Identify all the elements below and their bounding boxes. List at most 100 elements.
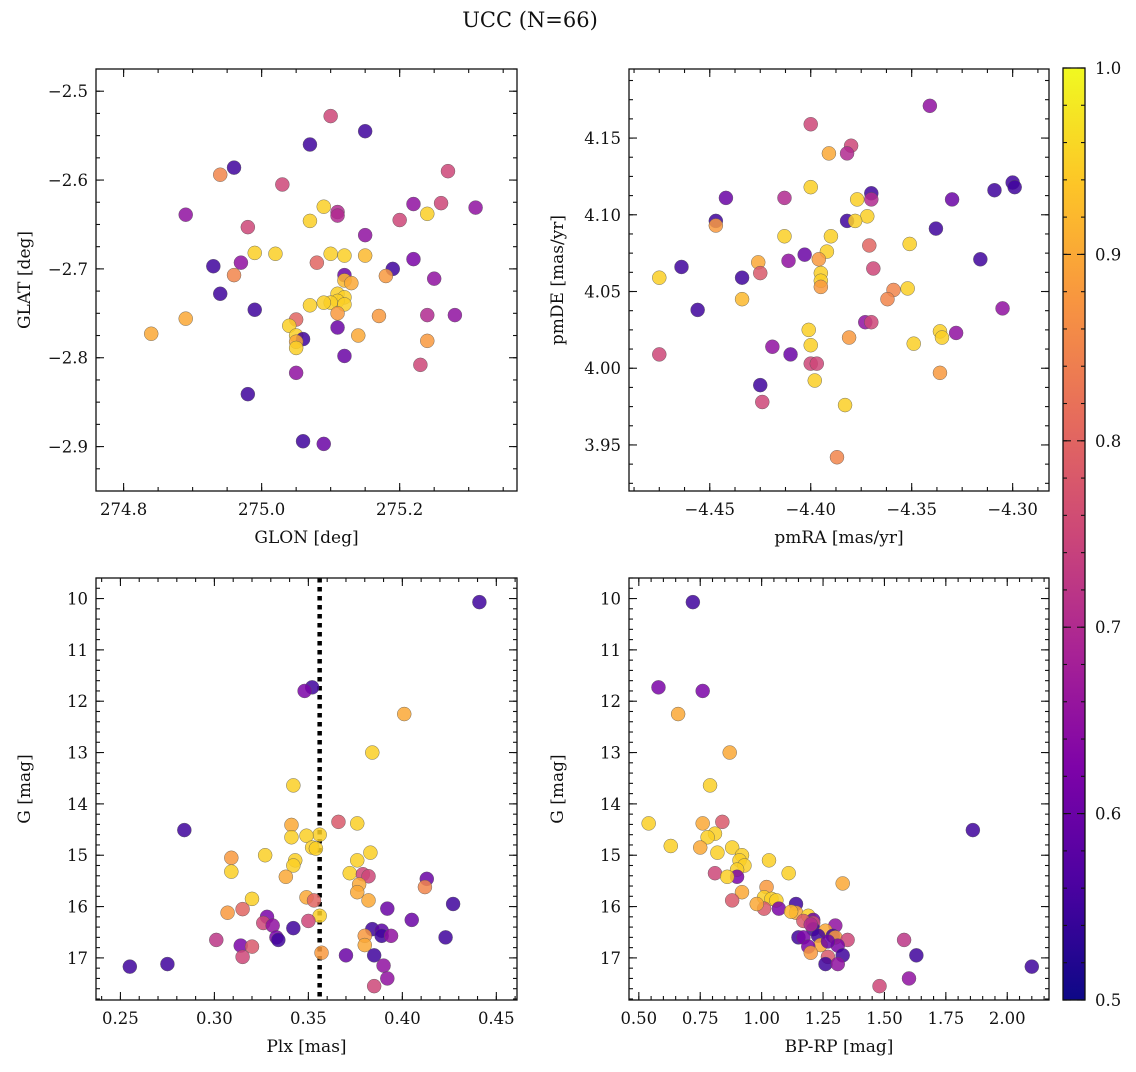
data-point	[302, 213, 318, 229]
data-point	[271, 932, 286, 948]
scatter-points	[652, 98, 1022, 465]
x-axis-label: GLON [deg]	[254, 528, 358, 548]
data-point	[818, 956, 833, 972]
scatter-points	[144, 108, 483, 452]
data-point	[674, 259, 689, 275]
panel-pmra_pmde: −4.45 −4.40 −4.35 −4.30 3.95 4.00 4.05 4.10 4.15…	[548, 68, 1050, 548]
data-point	[206, 259, 221, 274]
data-point	[641, 816, 656, 831]
data-point	[841, 330, 857, 345]
data-point	[901, 971, 917, 986]
data-point	[247, 302, 262, 317]
data-point	[406, 251, 421, 267]
scatter-points	[641, 594, 1040, 994]
data-point	[286, 858, 301, 873]
data-point	[734, 884, 750, 900]
data-point	[342, 865, 357, 881]
data-point	[880, 291, 895, 307]
data-point	[862, 238, 877, 253]
data-point	[987, 183, 1002, 198]
axes-frame	[95, 577, 518, 1001]
data-point	[438, 930, 453, 945]
panel-glon_glat: 274.8 275.0 275.2 −2.5 −2.6 −2.7 −2.8 −2.9 GLON …	[15, 68, 518, 548]
y-tick-label: 17	[67, 949, 88, 968]
data-point	[365, 745, 380, 760]
data-point	[811, 252, 827, 267]
data-point	[309, 255, 325, 270]
data-point	[257, 848, 273, 863]
data-point	[323, 108, 338, 124]
data-point	[749, 896, 764, 912]
y-tick-label: 14	[600, 795, 621, 814]
y-axis-label: GLAT [deg]	[15, 231, 35, 329]
data-point	[224, 850, 239, 865]
data-point	[278, 869, 294, 884]
data-point	[734, 291, 750, 307]
data-point	[803, 338, 818, 353]
data-point	[288, 365, 304, 381]
data-point	[357, 123, 373, 139]
panel-bprp_g: 0.50 0.75 1.00 1.25 1.50 1.75 2.00 10 11 12 13 14 15…	[548, 577, 1050, 1057]
data-point	[695, 683, 710, 699]
data-point	[829, 450, 845, 465]
y-axis-label: pmDE [mas/yr]	[548, 215, 568, 345]
data-point	[350, 816, 365, 831]
data-point	[472, 594, 487, 610]
data-point	[801, 322, 816, 338]
data-point	[847, 213, 863, 229]
data-point	[244, 891, 260, 907]
data-point	[357, 227, 373, 243]
data-point	[781, 253, 796, 269]
data-point	[995, 301, 1010, 316]
x-tick-label: 1.50	[866, 1009, 903, 1028]
x-tick-label: −4.45	[684, 500, 735, 519]
data-point	[213, 167, 228, 182]
data-point	[361, 893, 376, 908]
y-tick-label: 16	[67, 898, 88, 917]
x-tick-label: 2.00	[989, 1009, 1026, 1028]
colorbar-tick-label: 0.6	[1095, 805, 1121, 824]
data-point	[344, 275, 359, 291]
data-point	[447, 307, 463, 323]
data-point	[835, 876, 850, 891]
data-point	[244, 939, 260, 954]
x-axis-label: Plx [mas]	[266, 1037, 346, 1057]
data-point	[361, 869, 376, 884]
data-point	[306, 893, 322, 908]
data-point	[1007, 179, 1022, 195]
data-point	[226, 267, 242, 283]
data-point	[693, 840, 708, 855]
data-point	[900, 281, 915, 296]
data-point	[316, 295, 331, 310]
data-point	[314, 945, 329, 960]
y-tick-label: −2.7	[48, 260, 88, 279]
data-point	[902, 236, 917, 252]
data-point	[700, 830, 715, 845]
data-point	[420, 307, 435, 323]
data-point	[247, 245, 262, 261]
data-point	[366, 978, 382, 994]
data-point	[224, 864, 239, 879]
data-point	[297, 683, 312, 699]
data-point	[753, 265, 768, 281]
colorbar-tick-label: 1.0	[1095, 59, 1121, 78]
data-point	[330, 306, 345, 321]
data-point	[670, 706, 686, 722]
data-point	[417, 879, 433, 895]
data-point	[209, 932, 224, 948]
y-tick-label: 11	[67, 641, 88, 660]
data-point	[420, 333, 435, 349]
data-point	[144, 326, 159, 341]
x-tick-label: 0.25	[102, 1009, 139, 1028]
data-point	[350, 884, 365, 900]
data-point	[809, 356, 824, 371]
data-point	[720, 869, 735, 884]
data-point	[371, 308, 387, 324]
data-point	[383, 928, 399, 944]
data-point	[330, 320, 345, 335]
data-point	[235, 901, 250, 917]
data-point	[433, 195, 449, 211]
data-point	[301, 913, 316, 929]
data-point	[932, 365, 948, 381]
